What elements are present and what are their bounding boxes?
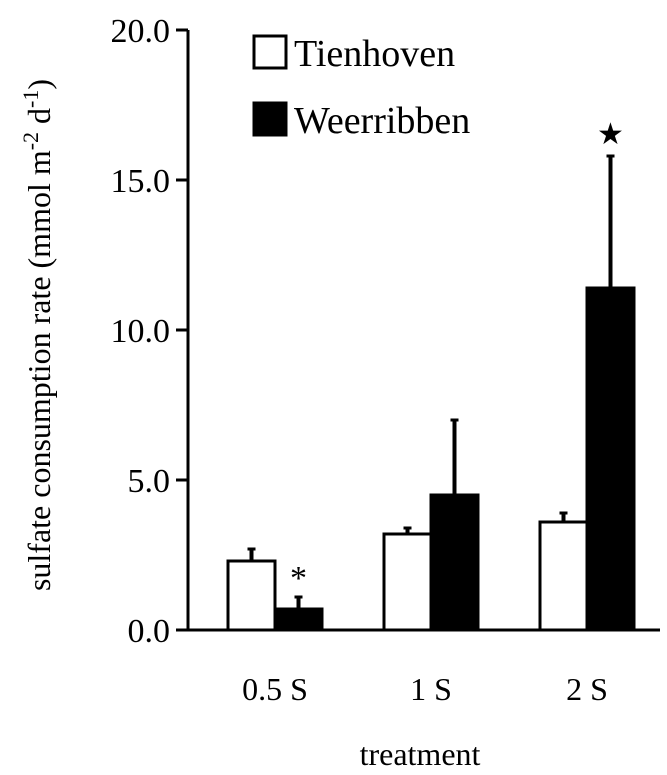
- bar-weerribben: [429, 493, 480, 632]
- y-tick-label: 5.0: [128, 463, 171, 500]
- y-ticks: 0.0 5.0 10.0 15.0 20.0: [111, 13, 188, 650]
- bars-group: 0.5 S 1 S 2 S * ★: [226, 118, 636, 707]
- bar-tienhoven: [538, 520, 589, 632]
- bar-weerribben: [585, 286, 636, 632]
- x-axis-label: treatment: [360, 736, 481, 772]
- x-tick-label: 0.5 S: [242, 671, 308, 707]
- y-tick-label: 20.0: [111, 13, 171, 50]
- asterisk-annotation: *: [290, 560, 307, 597]
- star-annotation: ★: [597, 118, 624, 151]
- y-tick-label: 15.0: [111, 163, 171, 200]
- legend: Tienhoven Weerribben: [252, 33, 470, 142]
- x-tick-label: 2 S: [566, 671, 608, 707]
- bar-tienhoven: [226, 559, 277, 632]
- legend-label-weerribben: Weerribben: [294, 100, 470, 142]
- bar-weerribben: [273, 607, 324, 632]
- legend-swatch-weerribben: [252, 101, 288, 137]
- legend-swatch-tienhoven: [252, 34, 288, 70]
- y-axis-label: sulfate consumption rate (mmol m-2 d-1): [18, 79, 57, 591]
- x-tick-label: 1 S: [410, 671, 452, 707]
- y-tick-label: 0.0: [128, 613, 171, 650]
- y-tick-label: 10.0: [111, 313, 171, 350]
- legend-label-tienhoven: Tienhoven: [294, 33, 455, 75]
- bar-tienhoven: [382, 532, 433, 632]
